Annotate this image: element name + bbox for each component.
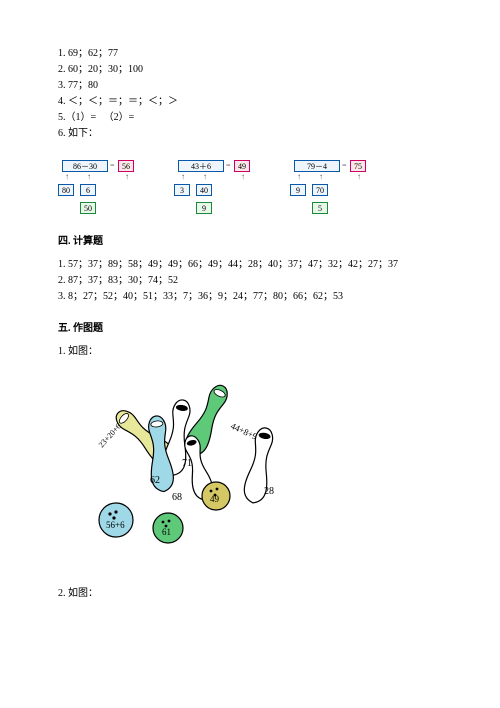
ball-label: 49 [210,494,220,504]
answer-line-6: 6. 如下： [58,126,444,142]
arrow-icon: = [226,161,231,170]
section-4-line-1: 1. 57；37；89；58；49；49；66；49；44；28；40；37；4… [58,257,444,273]
bowling-pins-figure: 44+8+9 23+20+6 71 62 68 28 56+6 49 61 [58,368,318,568]
ball-label: 56+6 [106,520,125,530]
diagram-bl: 9 [290,184,306,196]
diagram-br: 50 [80,202,96,214]
arrow-icon: = [110,161,115,170]
diagram-top-expr: 86－30 [62,160,108,172]
box-diagrams: 86－30 = 56 80 6 50 ↑ ↑ ↑ 43＋6 = 49 3 40 … [58,158,444,218]
diagram-2: 43＋6 = 49 3 40 9 ↑ ↑ ↑ [174,158,274,218]
diagram-br: 5 [312,202,328,214]
answer-line-4: 4. ＜；＜；＝；＝；＜；＞ [58,94,444,110]
answer-line-3: 3. 77；80 [58,78,444,94]
pin-label: 44+8+9 [229,421,259,442]
arrow-icon: = [342,161,347,170]
diagram-bm: 6 [80,184,96,196]
diagram-top-expr: 43＋6 [178,160,224,172]
pin-label: 68 [172,492,182,503]
answer-line-1: 1. 69；62；77 [58,46,444,62]
diagram-result: 75 [350,160,366,172]
pin-label: 23+20+6 [97,422,123,450]
diagram-1: 86－30 = 56 80 6 50 ↑ ↑ ↑ [58,158,158,218]
diagram-top-expr: 79－4 [294,160,340,172]
section-4-header: 四. 计算题 [58,232,444,247]
section-5-item-1: 1. 如图： [58,344,444,360]
diagram-result: 49 [234,160,250,172]
diagram-bl: 80 [58,184,74,196]
diagram-bm: 70 [312,184,328,196]
answer-line-2: 2. 60；20；30；100 [58,62,444,78]
diagram-br: 9 [196,202,212,214]
section-4-line-2: 2. 87；37；83；30；74；52 [58,273,444,289]
diagram-bl: 3 [174,184,190,196]
answer-line-5: 5.（1）= （2）= [58,110,444,126]
pin-label: 28 [264,486,274,497]
answer-list: 1. 69；62；77 2. 60；20；30；100 3. 77；80 4. … [58,46,444,142]
diagram-3: 79－4 = 75 9 70 5 ↑ ↑ ↑ [290,158,390,218]
diagram-result: 56 [118,160,134,172]
ball-label: 61 [162,527,171,537]
section-5-item-2: 2. 如图： [58,586,444,602]
section-5-header: 五. 作图题 [58,319,444,334]
pin-label: 62 [150,475,160,486]
section-4-line-3: 3. 8；27；52；40；51；33；7；36；9；24；77；80；66；6… [58,289,444,305]
diagram-bm: 40 [196,184,212,196]
